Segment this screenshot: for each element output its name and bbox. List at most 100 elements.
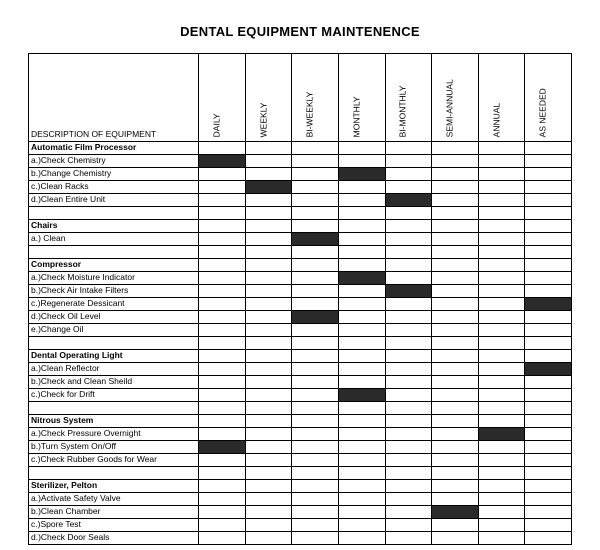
freq-cell: [245, 233, 292, 246]
freq-cell: [385, 298, 432, 311]
freq-cell: [338, 493, 385, 506]
blank-cell: [29, 467, 199, 480]
freq-cell: [292, 285, 339, 298]
freq-cell: [245, 389, 292, 402]
freq-cell: [385, 350, 432, 363]
freq-cell: [338, 519, 385, 532]
freq-cell: [292, 337, 339, 350]
freq-cell: [525, 519, 572, 532]
freq-cell: [525, 363, 572, 376]
freq-cell: [432, 337, 479, 350]
table-row: Sterilizer, Pelton: [29, 480, 572, 493]
freq-cell: [525, 506, 572, 519]
freq-cell: [525, 337, 572, 350]
freq-cell: [338, 298, 385, 311]
freq-cell: [338, 246, 385, 259]
table-row: a.)Activate Safety Valve: [29, 493, 572, 506]
freq-cell: [338, 207, 385, 220]
freq-cell: [432, 220, 479, 233]
blank-cell: [29, 337, 199, 350]
freq-cell: [292, 506, 339, 519]
freq-cell: [385, 428, 432, 441]
freq-cell: [385, 389, 432, 402]
table-row: [29, 467, 572, 480]
freq-cell: [199, 298, 246, 311]
freq-cell: [292, 155, 339, 168]
freq-cell: [478, 207, 525, 220]
freq-cell: [432, 272, 479, 285]
freq-cell: [525, 155, 572, 168]
table-row: b.)Turn System On/Off: [29, 441, 572, 454]
freq-cell: [338, 142, 385, 155]
freq-cell: [245, 415, 292, 428]
freq-cell: [245, 363, 292, 376]
freq-cell: [245, 493, 292, 506]
item-label: c.)Check Rubber Goods for Wear: [29, 454, 199, 467]
table-row: [29, 207, 572, 220]
freq-cell: [292, 246, 339, 259]
freq-cell: [199, 142, 246, 155]
freq-cell: [292, 207, 339, 220]
section-label: Chairs: [29, 220, 199, 233]
freq-cell: [432, 285, 479, 298]
freq-cell: [292, 480, 339, 493]
freq-cell: [478, 467, 525, 480]
freq-cell: [478, 376, 525, 389]
freq-cell: [385, 272, 432, 285]
item-label: a.)Clean Reflector: [29, 363, 199, 376]
freq-cell: [245, 194, 292, 207]
freq-cell: [432, 532, 479, 545]
table-row: Automatic Film Processor: [29, 142, 572, 155]
freq-cell: [245, 311, 292, 324]
freq-cell: [432, 428, 479, 441]
freq-cell: [525, 415, 572, 428]
item-label: a.)Check Moisture Indicator: [29, 272, 199, 285]
freq-cell: [432, 246, 479, 259]
freq-cell: [385, 324, 432, 337]
table-row: b.)Check and Clean Sheild: [29, 376, 572, 389]
freq-cell: [338, 350, 385, 363]
freq-cell: [199, 402, 246, 415]
blank-cell: [29, 246, 199, 259]
header-row: DESCRIPTION OF EQUIPMENT DAILY WEEKLY BI…: [29, 54, 572, 142]
freq-cell: [525, 220, 572, 233]
freq-cell: [478, 519, 525, 532]
col-header: MONTHLY: [338, 54, 385, 142]
freq-cell: [478, 363, 525, 376]
freq-cell: [199, 376, 246, 389]
freq-cell: [432, 454, 479, 467]
freq-cell: [385, 207, 432, 220]
freq-cell: [478, 389, 525, 402]
freq-cell: [432, 142, 479, 155]
freq-cell: [199, 532, 246, 545]
section-label: Automatic Film Processor: [29, 142, 199, 155]
freq-cell: [525, 181, 572, 194]
freq-cell: [292, 311, 339, 324]
freq-cell: [199, 155, 246, 168]
table-row: [29, 402, 572, 415]
freq-cell: [478, 272, 525, 285]
section-label: Compressor: [29, 259, 199, 272]
freq-cell: [199, 324, 246, 337]
freq-cell: [432, 376, 479, 389]
freq-cell: [478, 168, 525, 181]
freq-cell: [432, 467, 479, 480]
freq-cell: [525, 454, 572, 467]
freq-cell: [245, 207, 292, 220]
freq-cell: [292, 532, 339, 545]
freq-cell: [199, 519, 246, 532]
item-label: e.)Change Oil: [29, 324, 199, 337]
freq-cell: [292, 350, 339, 363]
freq-cell: [525, 285, 572, 298]
item-label: a.)Activate Safety Valve: [29, 493, 199, 506]
freq-cell: [292, 428, 339, 441]
freq-cell: [385, 233, 432, 246]
freq-cell: [338, 532, 385, 545]
freq-cell: [199, 415, 246, 428]
freq-cell: [385, 519, 432, 532]
section-label: Dental Operating Light: [29, 350, 199, 363]
freq-cell: [432, 233, 479, 246]
col-header: BI-MONTHLY: [385, 54, 432, 142]
freq-cell: [385, 506, 432, 519]
freq-cell: [199, 220, 246, 233]
